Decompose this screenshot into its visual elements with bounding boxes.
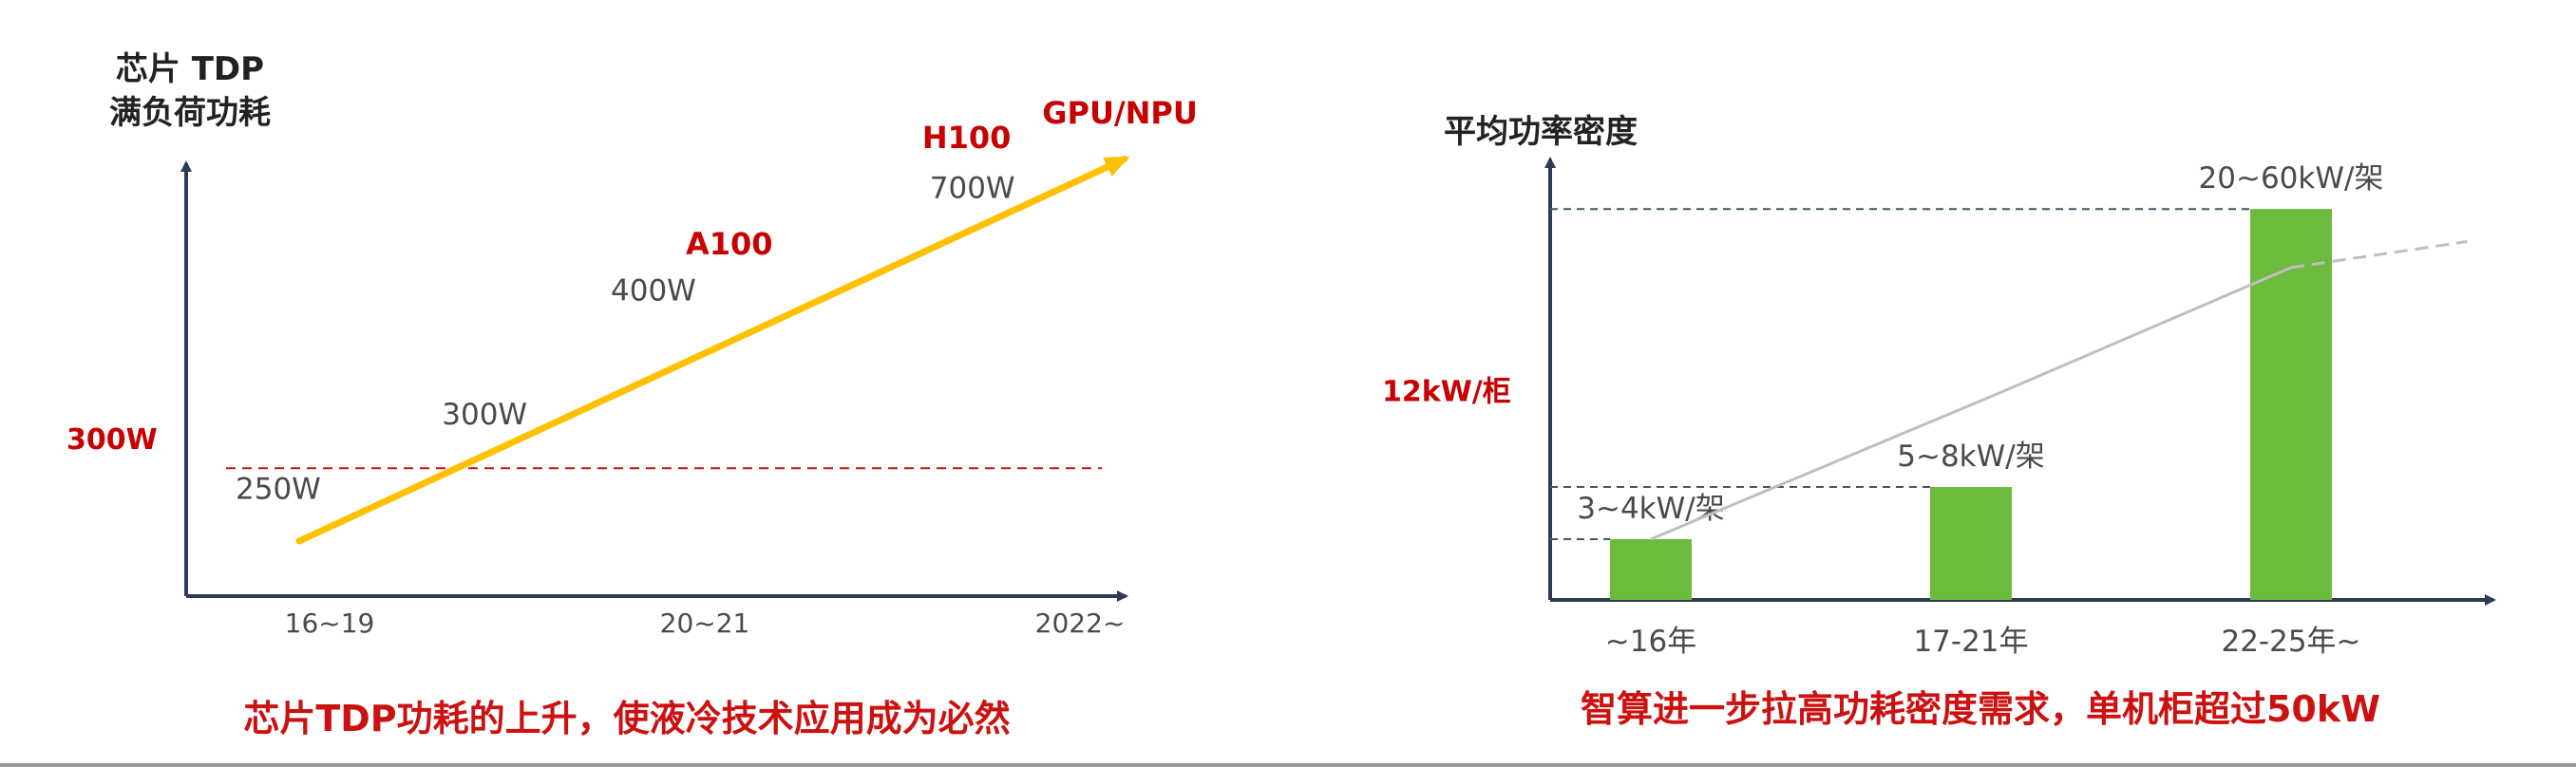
left-x-tick-label: 20~21 [660, 608, 750, 639]
right-x-tick-label: ~16年 [1605, 625, 1696, 659]
left-y-axis-label: 芯片 TDP [116, 50, 264, 88]
left-chart-caption: 芯片TDP功耗的上升，使液冷技术应用成为必然 [243, 698, 1010, 739]
bar-value-label: 3~4kW/架 [1577, 492, 1724, 526]
right-x-tick-label: 17-21年 [1913, 625, 2028, 659]
gpu-npu-trend-arrow [295, 155, 1130, 545]
left-annotation: H100 [922, 120, 1012, 156]
left-annotation: 400W [611, 274, 696, 309]
bar [1610, 538, 1692, 600]
left-reference-label: 300W [66, 423, 158, 457]
right-x-tick-label: 22-25年~ [2221, 625, 2360, 659]
left-annotation: 250W [236, 472, 321, 506]
left-y-axis-label: 满负荷功耗 [109, 94, 271, 132]
left-annotation: A100 [686, 226, 773, 262]
left-annotation: GPU/NPU [1042, 95, 1198, 131]
left-annotation: 700W [930, 171, 1015, 205]
bar-value-label: 5~8kW/架 [1897, 440, 2044, 474]
left-annotation: 300W [442, 398, 527, 432]
right-y-axis-label: 平均功率密度 [1444, 113, 1638, 151]
left-x-tick-label: 16~19 [285, 608, 375, 639]
right-trend-projection [2290, 239, 2468, 270]
right-reference-label: 12kW/柜 [1382, 375, 1511, 408]
bar [1930, 487, 2012, 600]
bottom-divider [0, 763, 2576, 767]
bar [2250, 209, 2332, 600]
left-x-tick-label: 2022~ [1035, 608, 1126, 639]
right-chart-caption: 智算进一步拉高功耗密度需求，单机柜超过50kW [1581, 688, 2380, 730]
right-trend-line [1650, 266, 2292, 541]
bar-value-label: 20~60kW/架 [2199, 161, 2384, 196]
